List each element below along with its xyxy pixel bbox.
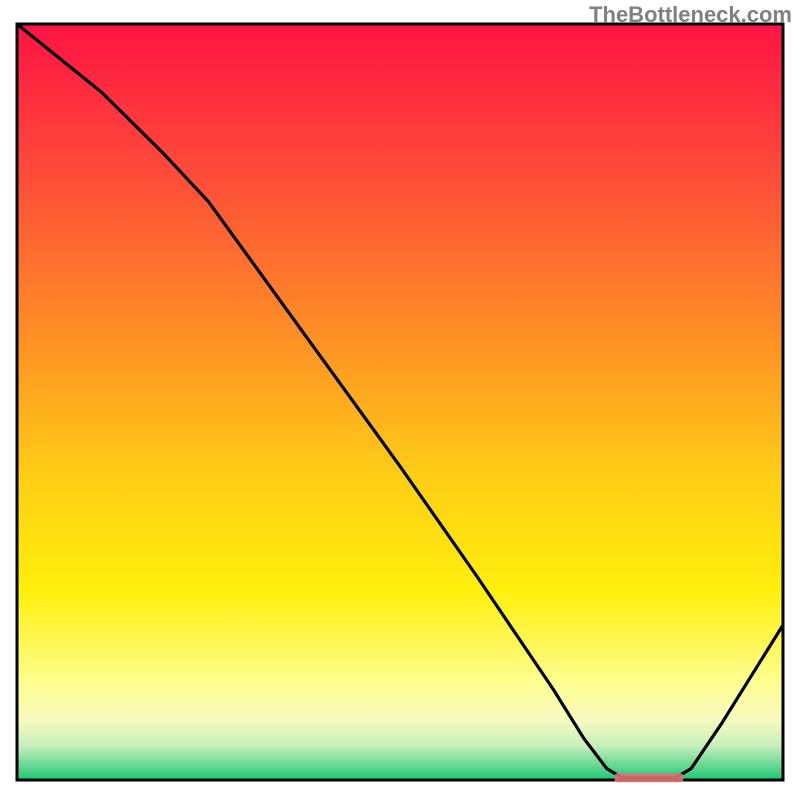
bottleneck-chart: TheBottleneck.com xyxy=(0,0,800,800)
optimal-range-marker xyxy=(614,773,683,782)
chart-background xyxy=(17,24,783,780)
chart-svg xyxy=(0,0,800,800)
watermark-text: TheBottleneck.com xyxy=(589,2,792,28)
